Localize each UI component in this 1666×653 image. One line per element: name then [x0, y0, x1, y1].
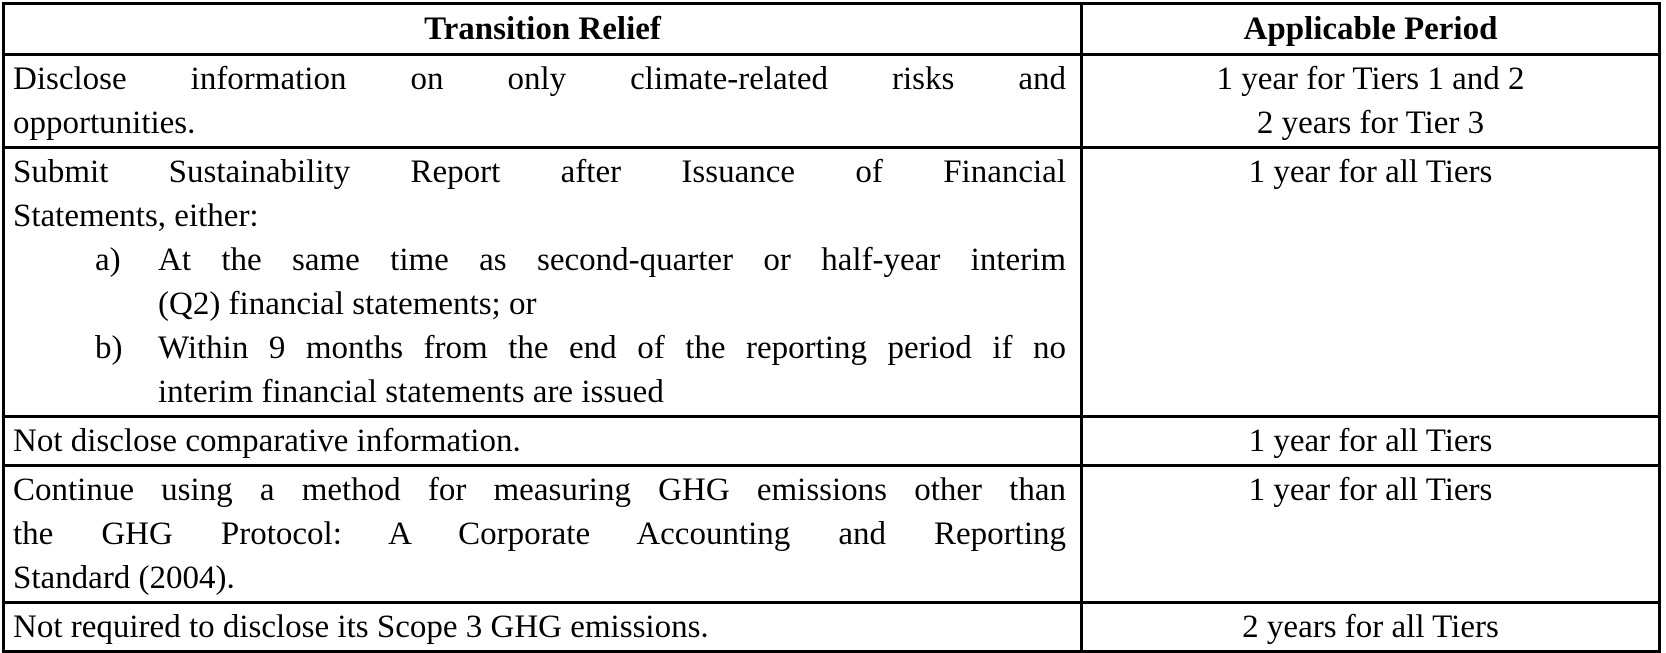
text-line: Not required to disclose its Scope 3 GHG…	[13, 609, 709, 645]
column-header-applicable-period: Applicable Period	[1080, 2, 1661, 56]
list-marker: b)	[95, 330, 123, 366]
text-line: 2 years for Tier 3	[1256, 105, 1485, 141]
text-line: 1 year for all Tiers	[1248, 154, 1493, 190]
text-line: opportunities.	[13, 105, 196, 141]
table-row: Not disclose comparative information. 1 …	[2, 415, 1661, 467]
text-line: At the same time as second-quarter or ha…	[158, 242, 1066, 278]
header-row: Transition Relief Applicable Period	[2, 2, 1661, 56]
table-row: Disclose information on only climate-rel…	[2, 53, 1661, 149]
text-line: 2 years for all Tiers	[1242, 609, 1499, 645]
relief-cell: Not required to disclose its Scope 3 GHG…	[2, 601, 1083, 653]
text-line: 1 year for Tiers 1 and 2	[1216, 61, 1525, 97]
text-line: 1 year for all Tiers	[1248, 423, 1493, 459]
period-cell: 1 year for all Tiers	[1080, 146, 1661, 418]
text-line: Disclose information on only climate-rel…	[13, 61, 1066, 97]
table-row: Not required to disclose its Scope 3 GHG…	[2, 601, 1661, 653]
text-line: (Q2) financial statements; or	[158, 286, 537, 322]
period-cell: 1 year for all Tiers	[1080, 415, 1661, 467]
text-line: Within 9 months from the end of the repo…	[158, 330, 1066, 366]
text-line: Continue using a method for measuring GH…	[13, 472, 1066, 508]
relief-cell: Submit Sustainability Report after Issua…	[2, 146, 1083, 418]
list-marker: a)	[95, 242, 121, 278]
text-line: interim financial statements are issued	[158, 374, 664, 410]
text-line: Submit Sustainability Report after Issua…	[13, 154, 1066, 190]
text-line: Standard (2004).	[13, 560, 235, 596]
list-item: a) At the same time as second-quarter or…	[13, 238, 1066, 326]
period-cell: 1 year for Tiers 1 and 2 2 years for Tie…	[1080, 53, 1661, 149]
relief-cell: Continue using a method for measuring GH…	[2, 464, 1083, 604]
text-line: Not disclose comparative information.	[13, 423, 521, 459]
relief-cell: Not disclose comparative information.	[2, 415, 1083, 467]
list-item: b) Within 9 months from the end of the r…	[13, 326, 1066, 414]
period-cell: 1 year for all Tiers	[1080, 464, 1661, 604]
column-header-transition-relief: Transition Relief	[2, 2, 1083, 56]
text-line: 1 year for all Tiers	[1248, 472, 1493, 508]
text-line: Statements, either:	[13, 198, 259, 234]
table-row: Continue using a method for measuring GH…	[2, 464, 1661, 604]
period-cell: 2 years for all Tiers	[1080, 601, 1661, 653]
text-line: the GHG Protocol: A Corporate Accounting…	[13, 516, 1066, 552]
relief-cell: Disclose information on only climate-rel…	[2, 53, 1083, 149]
table-row: Submit Sustainability Report after Issua…	[2, 146, 1661, 418]
